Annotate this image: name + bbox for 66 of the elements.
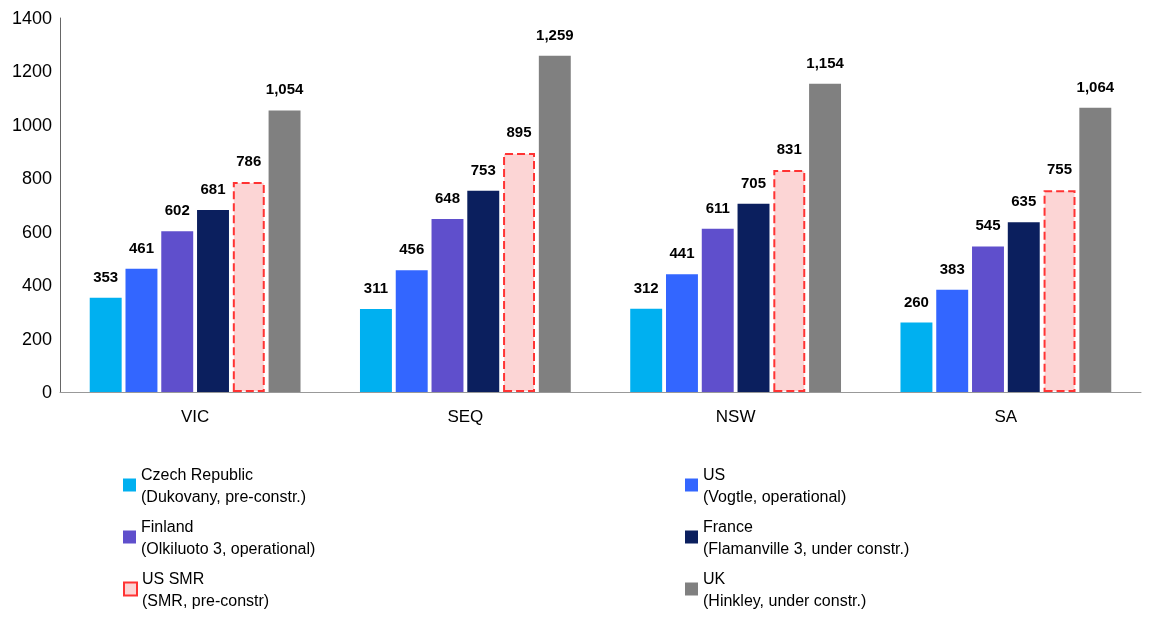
legend-label: UK (Hinkley, under constr.) [703,569,867,609]
legend-label: US SMR (SMR, pre-constr) [142,569,270,609]
data-label: 755 [1047,160,1073,178]
data-label: 1,154 [806,53,845,71]
data-label: 260 [903,292,929,310]
legend-label: France (Flamanville 3, under constr.) [703,517,910,557]
data-label: 311 [363,278,389,296]
bar [630,308,663,392]
data-label: 611 [705,198,730,216]
bar [467,190,500,392]
bar [809,83,842,392]
bar [1043,190,1076,392]
legend-label: Czech Republic (Dukovany, pre-constr.) [141,465,307,505]
data-label: 681 [200,180,226,198]
bar [395,270,428,392]
data-label: 353 [93,267,119,285]
bar [1007,222,1040,392]
data-label: 1,054 [265,80,304,98]
data-label: 456 [399,240,425,258]
bar [972,246,1004,392]
data-label: 1,259 [536,25,574,43]
bar [900,322,933,392]
data-label: 461 [128,238,154,256]
data-label: 312 [633,278,659,296]
y-tick-label: 200 [21,328,52,349]
bar [431,218,464,392]
data-label: 1,064 [1076,77,1115,95]
bar [737,203,770,392]
bar [125,268,158,392]
data-label: 545 [975,216,1001,234]
y-tick-label: 1200 [11,61,52,82]
x-tick-label: NSW [715,407,756,426]
data-label: 895 [506,122,532,140]
x-tick-label: VIC [180,407,210,426]
bar [1079,107,1112,392]
data-label: 635 [1011,192,1037,210]
y-tick-label: 600 [21,221,52,242]
legend-label: US (Vogtle, operational) [703,465,847,505]
bar [701,228,734,392]
bar [161,231,194,392]
data-label: 705 [740,173,767,191]
data-label: 831 [776,140,802,157]
legend-label: Finland (Olkiluoto 3, operational) [141,517,316,557]
y-tick-label: 1400 [11,8,52,28]
y-tick-label: 800 [21,168,52,189]
x-tick-label: SEQ [447,407,484,426]
bar [197,210,229,392]
bar [359,308,392,392]
data-label: 383 [939,259,965,277]
bar [538,55,571,392]
data-label: 786 [236,152,262,170]
data-label: 602 [164,201,190,219]
data-label: 753 [470,160,496,178]
bar [666,274,698,392]
x-tick-label: SA [994,407,1018,426]
bar [773,170,806,392]
bar [268,110,301,392]
y-tick-label: 1000 [11,114,52,135]
y-tick-label: 400 [21,275,52,296]
data-label: 441 [669,244,695,262]
bar [936,289,969,392]
y-tick-label: 0 [41,382,52,402]
bar [89,297,122,392]
data-label: 648 [434,188,461,206]
bar [503,152,535,392]
bar [232,182,265,392]
